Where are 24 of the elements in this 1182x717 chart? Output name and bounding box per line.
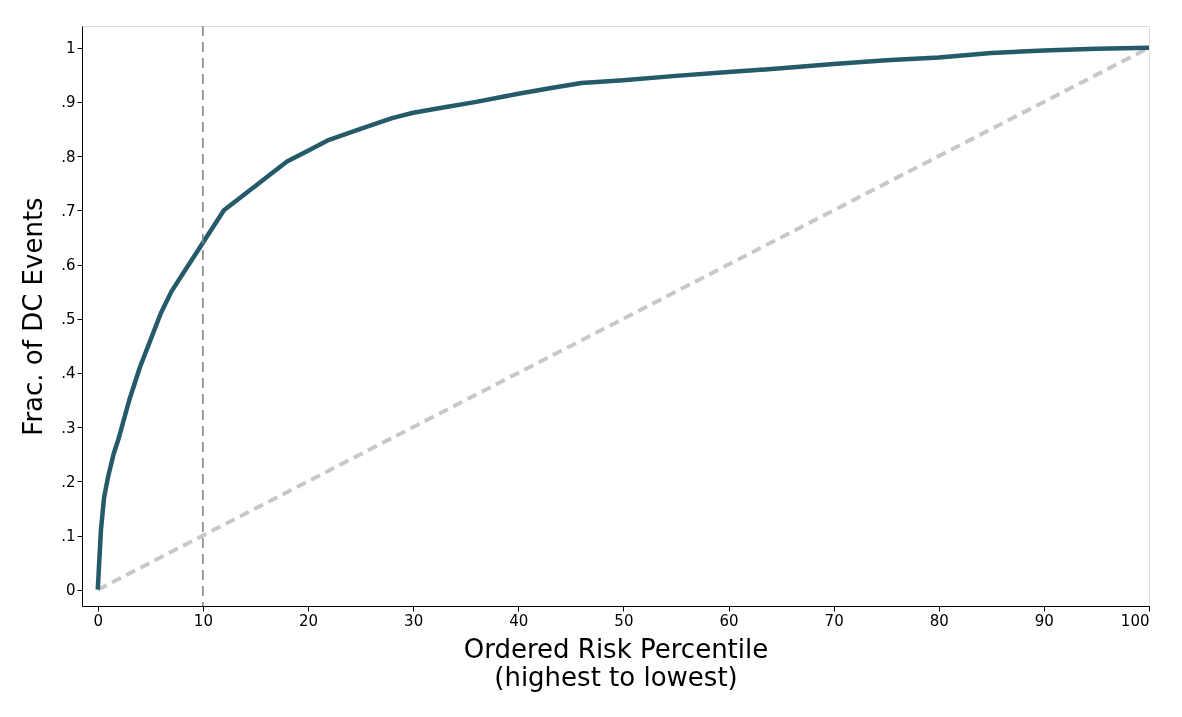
y-tick-label: 0 — [65, 581, 76, 600]
y-tick-label: .3 — [61, 418, 76, 437]
y-tick-label: .6 — [61, 256, 76, 274]
y-tick-label: .1 — [61, 527, 76, 546]
y-tick-label: .4 — [61, 364, 76, 383]
x-tick-label: 60 — [719, 611, 739, 630]
y-tick-label: 1 — [65, 39, 76, 58]
y-tick-label: .5 — [61, 310, 76, 329]
y-tick-label: .7 — [61, 201, 76, 220]
x-tick-label: 50 — [614, 611, 634, 630]
x-tick-label: 10 — [193, 611, 213, 630]
y-axis-title: Frac. of DC Events — [18, 197, 49, 436]
x-axis-title: Ordered Risk Percentile (highest to lowest) — [463, 633, 769, 692]
x-tick-label: 40 — [509, 611, 529, 630]
x-tick-label: 20 — [298, 611, 319, 630]
x-tick-label: 30 — [404, 611, 424, 630]
x-tick-label: 0 — [93, 611, 104, 630]
y-tick-label: .8 — [61, 147, 76, 166]
y-tick-label: .2 — [61, 472, 76, 491]
x-tick-label: 70 — [824, 611, 844, 630]
x-tick-label: 90 — [1034, 611, 1054, 630]
y-tick-label: .9 — [61, 93, 76, 112]
x-tick-label: 100 — [1120, 611, 1150, 630]
x-tick-label: 80 — [929, 611, 949, 630]
